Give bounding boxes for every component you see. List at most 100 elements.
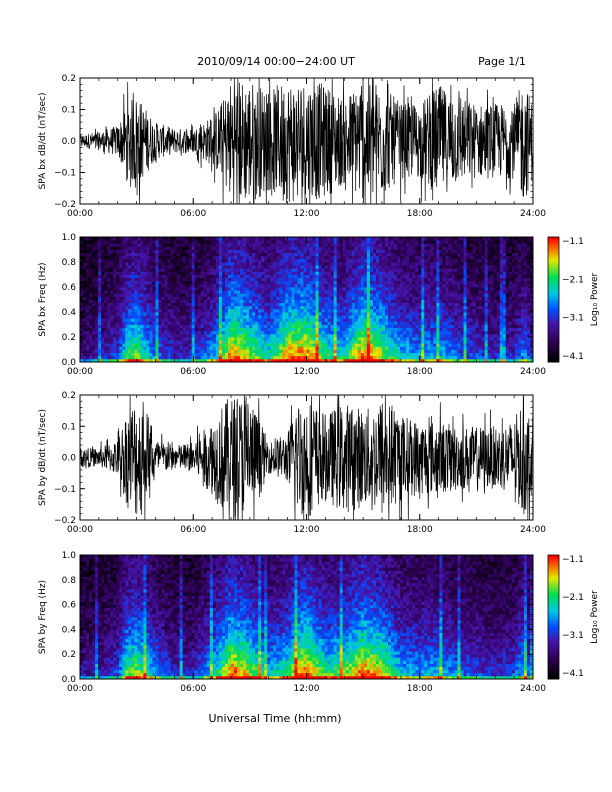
spectrogram-cell xyxy=(237,290,241,294)
spectrogram-cell xyxy=(185,343,190,347)
spectrogram-cell xyxy=(107,258,111,263)
spectrogram-cell xyxy=(234,296,238,300)
spectrogram-cell xyxy=(357,246,362,250)
spectrogram-cell xyxy=(388,277,392,282)
spectrogram-cell xyxy=(400,277,404,282)
spectrogram-cell xyxy=(176,302,181,307)
spectrogram-cell xyxy=(116,246,120,250)
spectrogram-cell xyxy=(206,249,211,254)
spectrogram-cell xyxy=(134,280,138,285)
spectrogram-cell xyxy=(224,299,229,304)
spectrogram-cell xyxy=(375,287,380,291)
spectrogram-cell xyxy=(366,280,371,285)
spectrogram-cell xyxy=(255,352,259,357)
spectrogram-cell xyxy=(300,346,304,350)
spectrogram-cell xyxy=(279,315,283,319)
spectrogram-cell xyxy=(300,333,304,338)
spectrogram-cell xyxy=(134,305,138,310)
spectrogram-cell xyxy=(439,355,443,360)
spectrogram-cell xyxy=(436,262,440,266)
spectrogram-cell xyxy=(433,274,437,279)
spectrogram-cell xyxy=(140,283,144,288)
spectrogram-cell xyxy=(215,343,220,347)
spectrogram-cell xyxy=(104,349,108,354)
spectrogram-cell xyxy=(418,249,422,254)
spectrogram-cell xyxy=(170,249,175,254)
spectrogram-cell xyxy=(179,340,184,344)
spectrogram-cell xyxy=(406,305,410,310)
spectrogram-cell xyxy=(161,318,165,322)
spectrogram-cell xyxy=(406,237,410,241)
spectrogram-cell xyxy=(330,274,335,279)
spectrogram-cell xyxy=(249,315,253,319)
spectrogram-cell xyxy=(252,327,256,332)
spectrogram-cell xyxy=(394,283,398,288)
spectrogram-cell xyxy=(234,271,238,275)
spectrogram-cell xyxy=(95,305,99,310)
spectrogram-cell xyxy=(243,277,247,282)
spectrogram-cell xyxy=(218,321,223,325)
spectrogram-cell xyxy=(282,246,286,250)
spectrogram-cell xyxy=(400,343,404,347)
spectrogram-cell xyxy=(143,255,147,260)
spectrogram-cell xyxy=(264,327,268,332)
spectrogram-cell xyxy=(400,265,404,269)
spectrogram-cell xyxy=(137,237,141,241)
spectrogram-cell xyxy=(191,315,196,319)
spectrogram-cell xyxy=(279,305,283,310)
spectrogram-cell xyxy=(288,255,292,260)
spectrogram-cell xyxy=(442,305,446,310)
spectrogram-cell xyxy=(388,340,392,344)
spectrogram-cell xyxy=(86,255,90,260)
spectrogram-cell xyxy=(312,308,316,313)
spectrogram-cell xyxy=(215,308,220,313)
spectrogram-cell xyxy=(382,318,386,322)
spectrogram-cell xyxy=(351,255,356,260)
spectrogram-cell xyxy=(215,296,220,300)
spectrogram-cell xyxy=(348,355,353,360)
spectrogram-cell xyxy=(170,265,175,269)
spectrogram-cell xyxy=(227,352,232,357)
spectrogram-cell xyxy=(406,268,410,272)
spectrogram-cell xyxy=(378,337,383,341)
spectrogram-cell xyxy=(158,252,162,257)
spectrogram-cell xyxy=(306,293,310,297)
spectrogram-cell xyxy=(378,249,383,254)
spectrogram-cell xyxy=(279,293,283,297)
spectrogram-cell xyxy=(92,293,96,297)
spectrogram-cell xyxy=(95,352,99,357)
spectrogram-cell xyxy=(300,318,304,322)
spectrogram-cell xyxy=(261,280,265,285)
spectrogram-cell xyxy=(321,358,326,363)
spectrogram-cell xyxy=(161,246,165,250)
spectrogram-cell xyxy=(375,262,380,266)
spectrogram-cell xyxy=(333,343,338,347)
spectrogram-cell xyxy=(363,340,368,344)
spectrogram-cell xyxy=(388,318,392,322)
spectrogram-cell xyxy=(303,346,307,350)
spectrogram-cell xyxy=(167,299,171,304)
spectrogram-cell xyxy=(294,346,298,350)
spectrogram-cell xyxy=(372,321,377,325)
spectrogram-cell xyxy=(137,355,141,360)
spectrogram-cell xyxy=(354,268,359,272)
spectrogram-cell xyxy=(215,252,220,257)
spectrogram-cell xyxy=(197,280,202,285)
spectrogram-cell xyxy=(303,240,307,244)
spectrogram-cell xyxy=(270,258,274,263)
spectrogram-cell xyxy=(385,324,389,329)
spectrogram-cell xyxy=(345,237,350,241)
spectrogram-cell xyxy=(125,315,129,319)
spectrogram-cell xyxy=(391,333,395,338)
spectrogram-cell xyxy=(279,262,283,266)
spectrogram-cell xyxy=(209,346,214,350)
spectrogram-cell xyxy=(179,262,184,266)
spectrogram-cell xyxy=(215,265,220,269)
spectrogram-cell xyxy=(363,277,368,282)
spectrogram-cell xyxy=(445,337,449,341)
spectrogram-cell xyxy=(231,237,235,241)
spectrogram-cell xyxy=(297,262,301,266)
spectrogram-cell xyxy=(137,293,141,297)
spectrogram-cell xyxy=(412,305,416,310)
spectrogram-cell xyxy=(267,240,271,244)
